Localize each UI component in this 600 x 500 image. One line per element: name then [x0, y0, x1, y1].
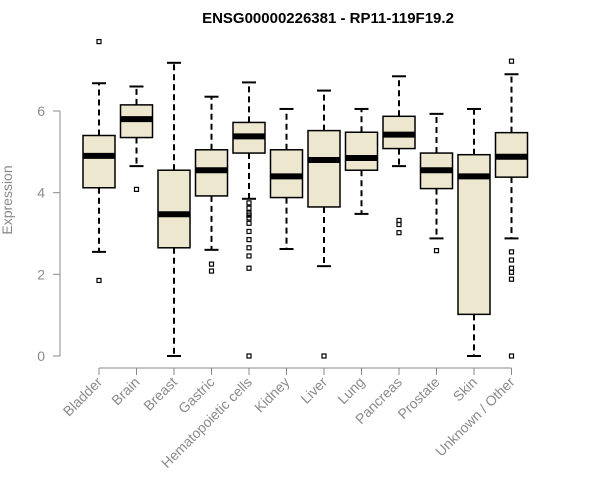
- box-lung: [344, 107, 379, 215]
- outlier-point: [96, 277, 102, 284]
- box-prostate: [419, 112, 454, 254]
- outlier-point: [208, 268, 215, 274]
- iqr-box: [457, 153, 491, 316]
- box-breast: [157, 61, 191, 357]
- x-tick-label: Bladder: [60, 374, 106, 420]
- y-tick-label: 0: [37, 348, 45, 364]
- outlier-point: [321, 353, 327, 359]
- outlier-point: [246, 253, 252, 259]
- outlier-point: [208, 261, 215, 267]
- y-axis-label: Expression: [0, 165, 15, 234]
- outlier-point: [508, 269, 515, 275]
- outlier-point: [96, 38, 102, 45]
- outlier-point: [396, 217, 402, 224]
- x-tick-label: Brain: [108, 374, 142, 408]
- boxes-group: [82, 38, 529, 359]
- box-brain: [119, 85, 154, 192]
- x-tick-label: Lung: [334, 374, 367, 407]
- iqr-box: [82, 134, 116, 189]
- x-tick-label: Liver: [297, 374, 330, 407]
- box-kidney: [269, 107, 304, 251]
- box-unknown-other: [494, 58, 529, 359]
- x-tick-label: Skin: [450, 374, 481, 405]
- outlier-point: [508, 353, 515, 359]
- outlier-point: [246, 265, 252, 271]
- y-tick-label: 2: [37, 266, 45, 282]
- outlier-point: [246, 205, 252, 211]
- iqr-box: [157, 169, 191, 249]
- outlier-point: [246, 215, 252, 221]
- x-tick-label: Breast: [140, 374, 180, 414]
- outlier-point: [508, 249, 515, 255]
- x-tick-label: Kidney: [251, 374, 293, 416]
- chart-title: ENSG00000226381 - RP11-119F19.2: [202, 10, 454, 27]
- outlier-point: [396, 221, 402, 228]
- iqr-box: [307, 129, 341, 208]
- outlier-point: [133, 186, 140, 192]
- outlier-point: [508, 58, 515, 64]
- iqr-box: [344, 131, 379, 171]
- outlier-point: [246, 245, 252, 251]
- box-liver: [307, 89, 341, 359]
- outlier-point: [246, 212, 252, 218]
- outlier-point: [246, 200, 252, 206]
- outlier-point: [246, 228, 252, 235]
- outlier-point: [508, 276, 515, 282]
- outlier-point: [508, 265, 515, 271]
- box-hematopoietic-cells: [232, 81, 266, 359]
- box-bladder: [82, 38, 116, 284]
- y-axis: 0 2 4 6: [37, 103, 61, 364]
- outlier-point: [508, 257, 515, 263]
- y-tick-label: 4: [37, 185, 45, 201]
- y-tick-label: 6: [37, 103, 45, 119]
- outlier-point: [246, 220, 252, 226]
- x-tick-label: Prostate: [394, 374, 442, 422]
- outlier-point: [396, 230, 402, 236]
- box-gastric: [194, 95, 229, 274]
- box-skin: [457, 107, 491, 357]
- outlier-point: [433, 248, 440, 254]
- outlier-point: [246, 353, 252, 359]
- outlier-point: [246, 237, 252, 243]
- box-pancreas: [382, 75, 416, 236]
